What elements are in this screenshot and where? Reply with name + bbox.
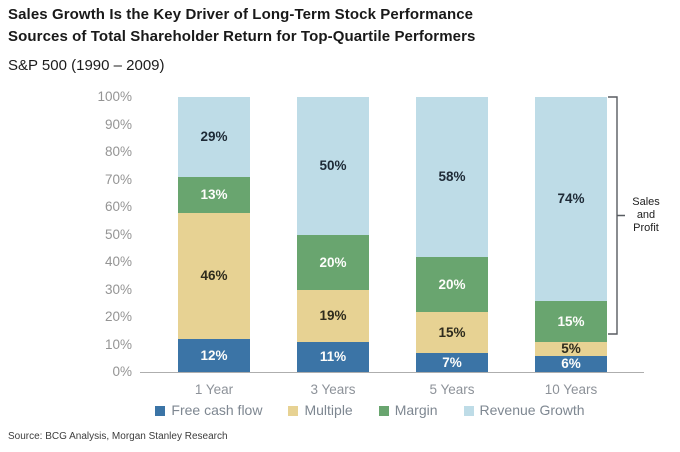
bar-segment: 20% xyxy=(297,234,369,290)
bar-segment-label: 58% xyxy=(438,169,466,184)
legend-item: Free cash flow xyxy=(155,402,262,418)
x-category-label: 10 Years xyxy=(544,382,598,397)
bar-segment-label: 12% xyxy=(200,348,228,363)
bar-segment: 74% xyxy=(535,97,607,301)
bar-segment: 11% xyxy=(297,341,369,372)
bar-segment: 46% xyxy=(178,212,250,339)
bar-segment: 6% xyxy=(535,355,607,372)
bar-segment: 29% xyxy=(178,97,250,177)
bracket-label: Sales and Profit xyxy=(632,196,660,234)
legend-swatch xyxy=(288,405,299,416)
y-tick-label: 70% xyxy=(104,171,132,187)
x-category-label: 5 Years xyxy=(429,382,475,397)
y-tick-label: 30% xyxy=(104,281,132,297)
bar-segment-label: 13% xyxy=(200,186,228,202)
legend-item: Margin xyxy=(378,402,438,418)
bar-segment-label: 20% xyxy=(438,276,466,292)
x-category-label: 3 Years xyxy=(310,382,356,397)
y-tick-label: 20% xyxy=(104,309,132,324)
bar-segment-label: 5% xyxy=(561,340,581,356)
bar-segment-label: 7% xyxy=(442,354,462,370)
page-title: Sales Growth Is the Key Driver of Long-T… xyxy=(8,4,475,48)
y-tick-label: 0% xyxy=(112,364,132,379)
bar-segment: 5% xyxy=(535,340,607,356)
sales-profit-bracket xyxy=(608,96,625,335)
legend-item: Revenue Growth xyxy=(463,402,585,418)
bar-segment: 15% xyxy=(416,311,488,353)
x-axis-line xyxy=(140,371,644,373)
bar-segment-label: 15% xyxy=(438,324,466,340)
bar-segment: 12% xyxy=(178,339,250,372)
title-line-2: Sources of Total Shareholder Return for … xyxy=(8,28,476,45)
legend: Free cash flow Multiple Margin Revenue Grow… xyxy=(130,402,610,418)
bar-segment: 15% xyxy=(535,300,607,342)
bar-segment-label: 20% xyxy=(319,254,347,270)
y-tick-label: 60% xyxy=(104,199,132,214)
y-tick-label: 90% xyxy=(104,116,132,132)
bar-segment-label: 46% xyxy=(200,267,228,283)
bar-segment: 19% xyxy=(297,289,369,342)
legend-swatch xyxy=(155,405,166,416)
title-line-1: Sales Growth Is the Key Driver of Long-T… xyxy=(8,6,474,23)
legend-item: Multiple xyxy=(288,402,353,418)
bar-segment-label: 11% xyxy=(319,348,347,364)
chart-subtitle: S&P 500 (1990 – 2009) xyxy=(8,57,165,74)
bar-segment: 50% xyxy=(297,97,369,235)
bar-segment: 7% xyxy=(416,352,488,372)
source-note: Source: BCG Analysis, Morgan Stanley Res… xyxy=(8,431,228,442)
y-tick-label: 10% xyxy=(104,336,132,352)
bar-segment-label: 74% xyxy=(557,191,585,206)
legend-label: Free cash flow xyxy=(171,402,263,418)
bar-segment-label: 29% xyxy=(200,129,228,144)
legend-swatch xyxy=(463,405,474,416)
bar-segment-label: 15% xyxy=(557,313,585,329)
bar-segment-label: 6% xyxy=(561,355,581,371)
legend-label: Multiple xyxy=(304,402,353,418)
legend-label: Revenue Growth xyxy=(479,402,585,418)
legend-swatch xyxy=(378,405,389,416)
x-category-label: 1 Year xyxy=(194,382,234,397)
bar-segment: 58% xyxy=(416,97,488,257)
y-tick-label: 80% xyxy=(104,144,132,159)
y-tick-label: 40% xyxy=(104,254,132,269)
bar-segment: 20% xyxy=(416,256,488,312)
y-tick-label: 50% xyxy=(104,226,132,242)
bar-segment-label: 19% xyxy=(319,307,347,323)
bar-segment: 13% xyxy=(178,176,250,213)
y-tick-label: 100% xyxy=(97,89,132,104)
bar-segment-label: 50% xyxy=(319,158,347,173)
legend-label: Margin xyxy=(394,402,438,418)
